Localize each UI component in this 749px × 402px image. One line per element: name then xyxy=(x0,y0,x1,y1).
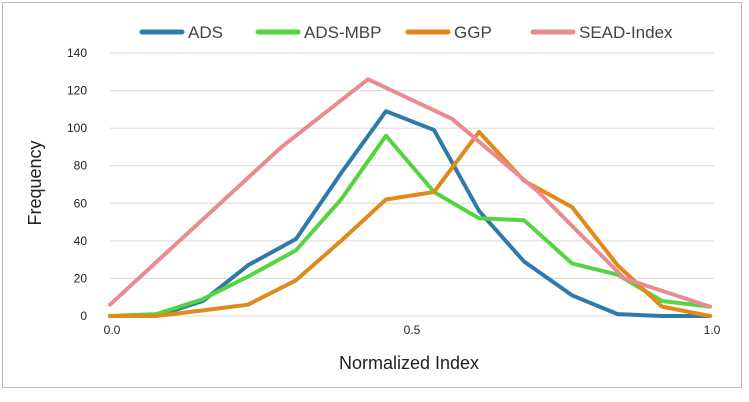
y-axis-title: Frequency xyxy=(25,140,45,225)
series-lines xyxy=(108,77,712,318)
y-tick-label: 40 xyxy=(74,234,88,248)
x-tick-label: 0.0 xyxy=(104,323,121,337)
series-line-ads-mbp xyxy=(108,133,712,318)
y-tick-label: 0 xyxy=(80,309,87,323)
legend: ADS ADS-MBP GGP SEAD-Index xyxy=(139,23,673,42)
x-tick-labels: 0.0 0.5 1.0 xyxy=(104,323,721,337)
chart-frame xyxy=(2,2,742,388)
series-line-ggp xyxy=(108,129,712,318)
y-tick-label: 20 xyxy=(74,271,88,285)
y-tick-label: 120 xyxy=(67,84,87,98)
y-tick-label: 140 xyxy=(67,46,87,60)
series-line-ads xyxy=(108,109,712,318)
x-tick-label: 1.0 xyxy=(704,323,721,337)
legend-label: SEAD-Index xyxy=(579,23,673,42)
x-axis-title: Normalized Index xyxy=(339,353,479,373)
series-line-sead-index xyxy=(108,77,712,309)
y-tick-labels: 0 20 40 60 80 100 120 140 xyxy=(67,46,87,323)
y-tick-label: 60 xyxy=(74,196,88,210)
legend-label: ADS xyxy=(188,23,223,42)
legend-label: GGP xyxy=(454,23,492,42)
y-tick-label: 80 xyxy=(74,159,88,173)
y-tick-label: 100 xyxy=(67,121,87,135)
legend-label: ADS-MBP xyxy=(304,23,381,42)
x-tick-label: 0.5 xyxy=(404,323,421,337)
